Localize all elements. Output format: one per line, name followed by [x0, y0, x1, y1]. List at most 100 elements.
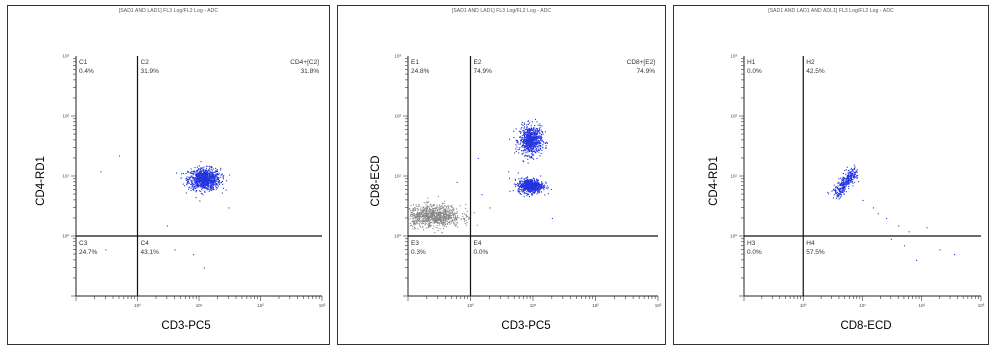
event-point — [427, 220, 429, 222]
event-point — [842, 178, 844, 180]
event-point — [852, 176, 855, 178]
event-point — [526, 146, 528, 148]
event-point — [542, 133, 544, 135]
event-point — [444, 211, 446, 213]
event-point — [223, 175, 225, 177]
event-point — [213, 184, 215, 186]
event-point — [527, 136, 529, 138]
event-point — [519, 147, 521, 149]
event-point — [427, 214, 429, 216]
event-point — [452, 210, 454, 212]
event-point — [203, 267, 205, 269]
event-point — [851, 176, 853, 178]
event-point — [203, 173, 205, 175]
event-point — [427, 205, 429, 207]
event-point — [509, 177, 511, 179]
event-point — [517, 141, 519, 143]
event-point — [843, 183, 845, 185]
event-point — [425, 213, 427, 215]
event-point — [453, 217, 455, 219]
event-point — [542, 132, 544, 134]
event-point — [452, 208, 454, 210]
event-point — [421, 213, 423, 215]
event-point — [533, 130, 535, 133]
event-point — [853, 171, 855, 173]
event-point — [843, 190, 845, 192]
event-point — [412, 213, 414, 215]
event-point — [423, 220, 425, 222]
event-point — [840, 182, 842, 185]
event-point — [461, 213, 464, 215]
event-point — [536, 180, 538, 182]
event-point — [214, 175, 217, 177]
event-point — [456, 212, 458, 215]
event-point — [431, 222, 433, 224]
event-point — [425, 219, 427, 221]
event-point — [527, 147, 529, 149]
event-point — [216, 183, 218, 186]
event-point — [856, 171, 858, 173]
event-point — [414, 209, 417, 211]
event-point — [204, 176, 206, 178]
event-point — [201, 174, 203, 176]
event-point — [539, 147, 541, 149]
event-point — [202, 179, 204, 181]
event-point — [522, 138, 524, 140]
event-point — [850, 174, 852, 176]
event-point — [418, 224, 421, 226]
event-point — [855, 175, 857, 177]
event-point — [539, 136, 541, 138]
event-point — [525, 145, 527, 147]
event-point — [415, 223, 417, 225]
event-point — [541, 131, 544, 133]
event-point — [850, 176, 852, 178]
event-point — [835, 187, 837, 189]
event-point — [428, 217, 430, 219]
event-point — [444, 215, 446, 217]
event-point — [522, 160, 524, 162]
event-point — [841, 189, 843, 191]
event-point — [437, 210, 439, 212]
event-point — [430, 214, 432, 216]
event-point — [547, 188, 549, 190]
event-point — [536, 184, 538, 186]
event-point — [465, 204, 467, 206]
event-point — [192, 183, 194, 185]
event-point — [535, 180, 537, 182]
event-point — [218, 181, 220, 183]
event-point — [193, 189, 195, 191]
event-point — [200, 175, 202, 177]
event-point — [520, 140, 522, 142]
event-point — [850, 168, 852, 170]
event-point — [527, 188, 529, 190]
event-point — [532, 182, 534, 184]
event-point — [413, 223, 415, 225]
event-point — [544, 184, 546, 186]
event-point — [541, 182, 543, 184]
event-point — [526, 155, 528, 157]
event-point — [544, 147, 546, 149]
event-point — [208, 188, 210, 190]
event-point — [537, 189, 539, 191]
event-point — [898, 225, 900, 227]
event-point — [524, 139, 526, 141]
event-point — [433, 213, 435, 215]
event-point — [428, 217, 430, 219]
event-point — [534, 138, 536, 140]
event-point — [530, 146, 532, 148]
event-point — [849, 176, 851, 178]
event-point — [211, 187, 213, 189]
event-point — [531, 141, 533, 143]
event-point — [855, 173, 857, 175]
event-point — [214, 177, 216, 179]
event-point — [536, 147, 538, 149]
event-point — [437, 218, 439, 220]
event-point — [207, 181, 209, 183]
event-point — [207, 182, 209, 184]
event-point — [180, 177, 182, 179]
event-point — [544, 194, 546, 196]
event-point — [538, 144, 540, 146]
event-point — [414, 216, 416, 218]
event-point — [412, 216, 414, 218]
event-point — [532, 142, 534, 144]
